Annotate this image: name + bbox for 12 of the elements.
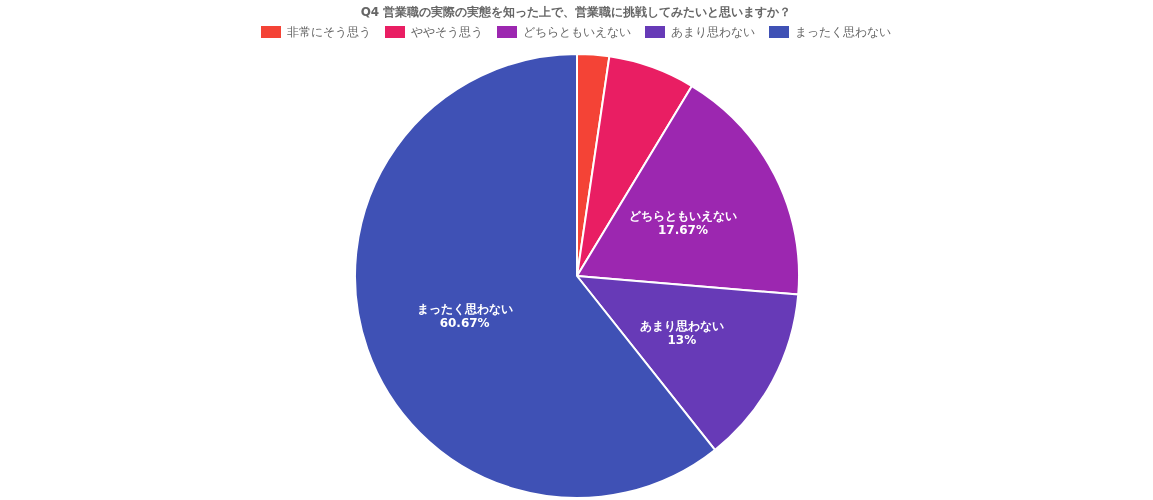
slice-label: まったく思わない <box>416 302 513 317</box>
slice-label: あまり思わない <box>639 319 724 334</box>
slice-label: どちらともいえない <box>629 208 738 223</box>
data-label: 13% <box>667 333 697 348</box>
chart-title: Q4 営業職の実際の実態を知った上で、営業職に挑戦してみたいと思いますか？ <box>360 5 792 19</box>
legend-label: 非常にそう思う <box>287 25 371 39</box>
legend-label: あまり思わない <box>671 25 755 39</box>
data-label: 17.67% <box>658 222 709 237</box>
legend-label: どちらともいえない <box>523 25 631 39</box>
legend-label: まったく思わない <box>795 25 891 39</box>
data-label: 60.67% <box>439 316 490 331</box>
legend-label: ややそう思う <box>411 25 483 39</box>
